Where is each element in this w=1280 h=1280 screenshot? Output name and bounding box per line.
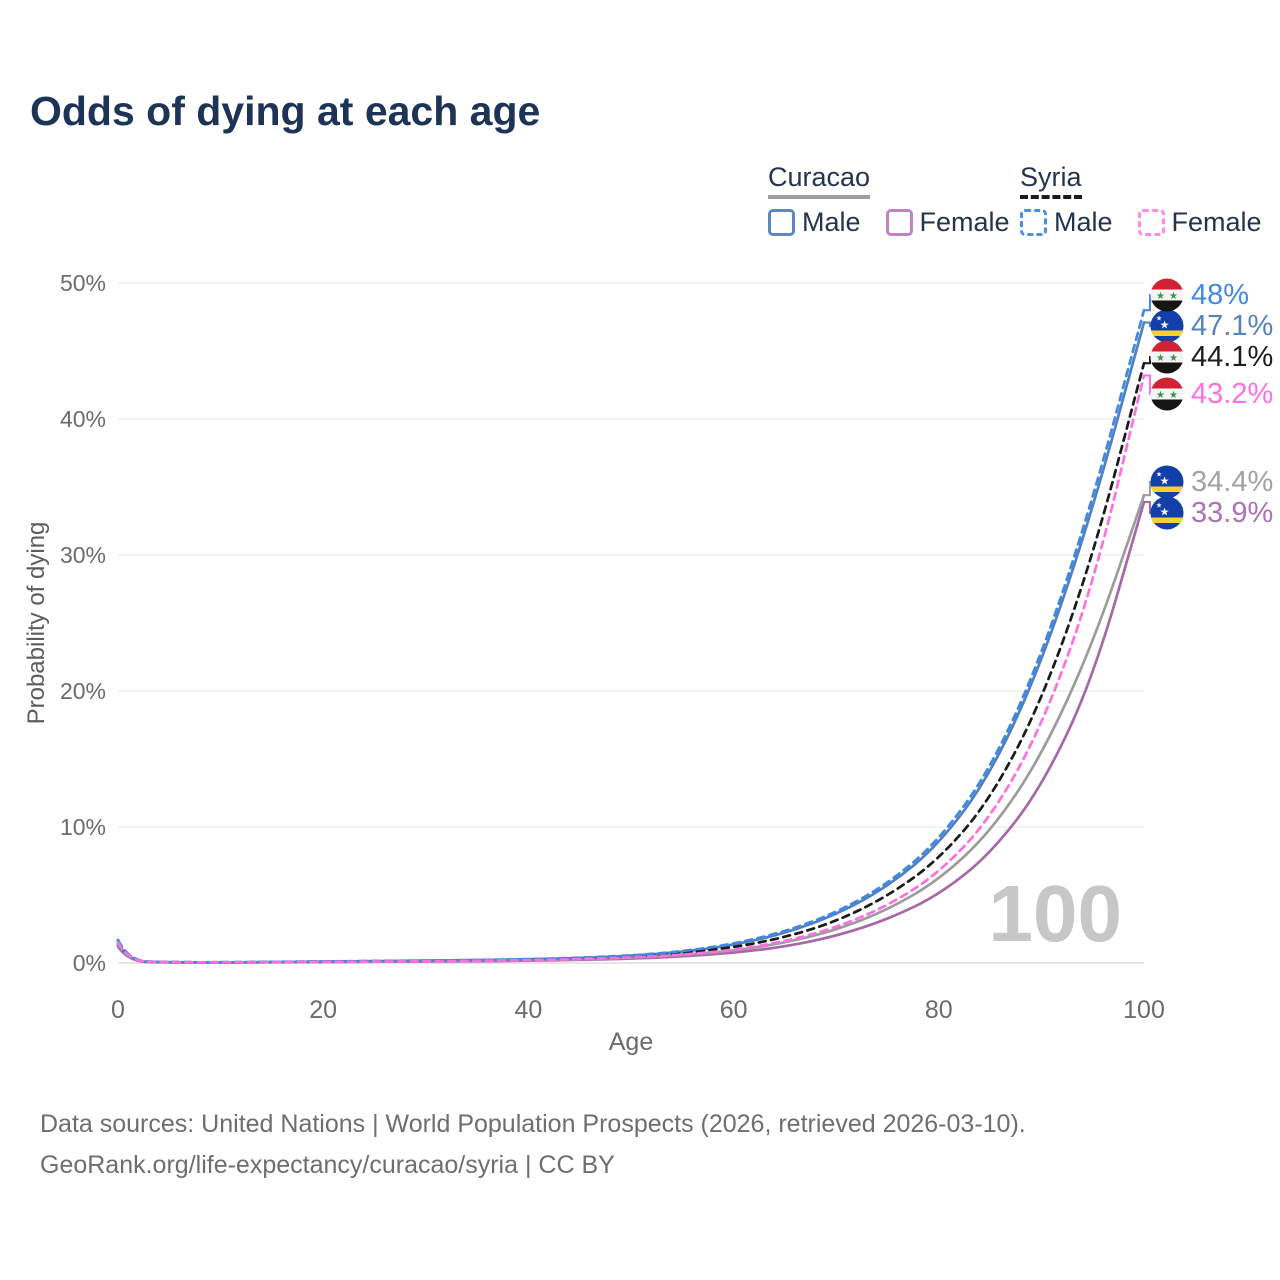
age-indicator-watermark: 100 xyxy=(989,869,1122,958)
legend-row-curacao: Male Female xyxy=(768,207,1035,238)
series-line-syria_female[interactable] xyxy=(116,374,1146,964)
flag-syria: ★ ★ xyxy=(1150,278,1184,312)
legend-swatch-syria-male[interactable] xyxy=(1020,209,1047,236)
end-label-curacao_both: ★ ★ 34.4% xyxy=(1150,465,1273,499)
end-value-syria_both: 44.1% xyxy=(1191,340,1274,373)
xtick-0: 0 xyxy=(111,996,125,1024)
xtick-40: 40 xyxy=(514,996,542,1024)
svg-text:★: ★ xyxy=(1169,353,1178,364)
footer: Data sources: United Nations | World Pop… xyxy=(40,1104,1026,1186)
end-label-syria_male: ★ ★ 48% xyxy=(1150,278,1249,312)
legend-label-curacao-female[interactable]: Female xyxy=(919,207,1010,237)
end-value-curacao_both: 34.4% xyxy=(1191,465,1274,498)
mortality-line-chart: 0% 10% 20% 30% 40% 50% 0 20 40 60 80 100 100 Proba… xyxy=(23,270,1165,1056)
xtick-100: 100 xyxy=(1123,996,1165,1024)
legend-label-syria-female[interactable]: Female xyxy=(1171,207,1262,237)
xtick-60: 60 xyxy=(720,996,748,1024)
series-lines xyxy=(116,308,1146,964)
legend-swatch-curacao-female[interactable] xyxy=(885,209,913,236)
y-axis-title: Probability of dying xyxy=(23,522,50,725)
footer-data-sources: Data sources: United Nations | World Pop… xyxy=(40,1110,1026,1138)
xtick-80: 80 xyxy=(925,996,953,1024)
flag-curacao: ★ ★ xyxy=(1150,309,1184,343)
end-label-curacao_female: ★ ★ 33.9% xyxy=(1150,496,1273,530)
legend-country-curacao[interactable]: Curacao xyxy=(768,162,871,199)
svg-text:★: ★ xyxy=(1160,507,1170,519)
svg-text:★: ★ xyxy=(1156,315,1162,323)
flag-syria: ★ ★ xyxy=(1150,377,1184,411)
gridlines xyxy=(118,282,1144,964)
flag-curacao: ★ ★ xyxy=(1150,465,1184,499)
ytick-0%: 0% xyxy=(73,950,106,976)
flag-syria: ★ ★ xyxy=(1150,340,1184,374)
svg-text:★: ★ xyxy=(1156,353,1165,364)
end-label-curacao_male: ★ ★ 47.1% xyxy=(1150,309,1273,343)
svg-text:★: ★ xyxy=(1169,390,1178,401)
legend-country-syria[interactable]: Syria xyxy=(1020,162,1082,199)
footer-attribution: GeoRank.org/life-expectancy/curacao/syri… xyxy=(40,1151,615,1179)
ytick-20%: 20% xyxy=(60,678,106,704)
svg-text:★: ★ xyxy=(1160,320,1170,332)
x-axis-ticks: 0 20 40 60 80 100 xyxy=(111,996,1165,1024)
legend-group-curacao: Curacao Male Female xyxy=(768,162,1035,238)
svg-text:★: ★ xyxy=(1156,390,1165,401)
end-value-curacao_male: 47.1% xyxy=(1191,309,1274,342)
end-value-syria_male: 48% xyxy=(1191,278,1250,311)
svg-text:★: ★ xyxy=(1160,476,1170,488)
legend-label-syria-male[interactable]: Male xyxy=(1054,207,1113,237)
x-axis-title: Age xyxy=(609,1028,653,1056)
legend-swatch-curacao-male[interactable] xyxy=(768,209,795,236)
svg-text:★: ★ xyxy=(1169,291,1178,302)
svg-text:★: ★ xyxy=(1156,502,1162,510)
svg-text:★: ★ xyxy=(1156,291,1165,302)
end-label-syria_female: ★ ★ 43.2% xyxy=(1150,377,1273,411)
ytick-40%: 40% xyxy=(60,406,106,432)
ytick-50%: 50% xyxy=(60,270,106,296)
legend-group-syria: Syria Male Female xyxy=(1020,162,1280,238)
page-title: Odds of dying at each age xyxy=(30,88,541,134)
svg-text:★: ★ xyxy=(1156,471,1162,479)
legend-label-curacao-male[interactable]: Male xyxy=(802,207,861,237)
legend-swatch-syria-female[interactable] xyxy=(1137,209,1165,236)
xtick-20: 20 xyxy=(309,996,337,1024)
end-label-syria_both: ★ ★ 44.1% xyxy=(1150,340,1273,374)
series-line-syria_male[interactable] xyxy=(116,308,1146,964)
legend-row-syria: Male Female xyxy=(1020,207,1280,238)
end-value-syria_female: 43.2% xyxy=(1191,377,1274,410)
ytick-30%: 30% xyxy=(60,542,106,568)
end-value-curacao_female: 33.9% xyxy=(1191,496,1274,529)
y-axis-ticks: 0% 10% 20% 30% 40% 50% xyxy=(60,270,106,976)
ytick-10%: 10% xyxy=(60,814,106,840)
flag-curacao: ★ ★ xyxy=(1150,496,1184,530)
